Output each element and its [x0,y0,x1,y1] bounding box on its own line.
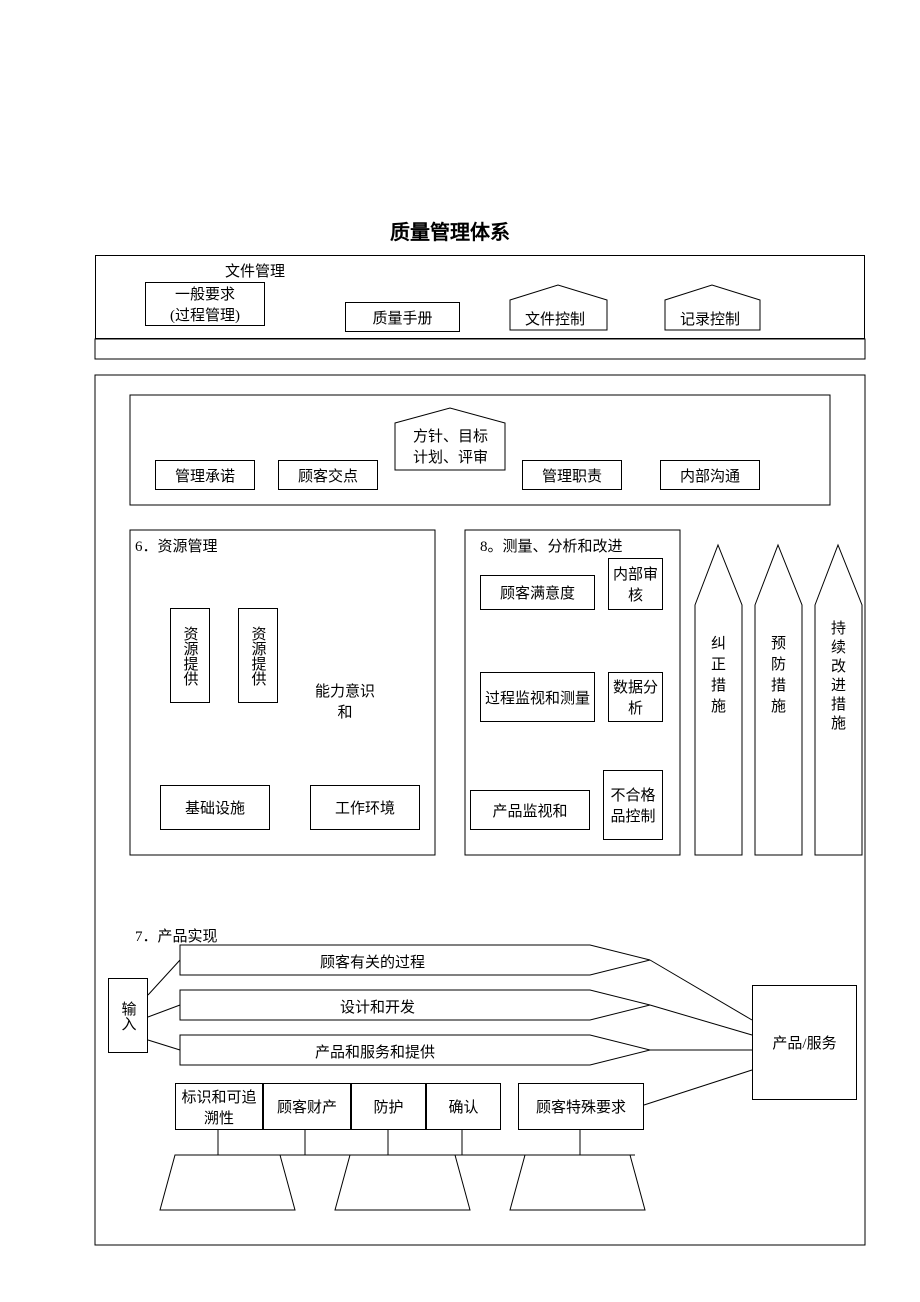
verify-box: 确认 [426,1083,501,1130]
preventive-label: 预防措施 [767,635,788,719]
continuous-label: 持续改进措施 [827,620,848,734]
input-box: 输入 [108,978,148,1053]
doc-control-label: 文件控制 [525,308,585,329]
provision-label: 产品和服务和提供 [315,1041,435,1062]
resource-provide2-box: 资源提供 [238,608,278,703]
protection-box: 防护 [351,1083,426,1130]
policy-label: 方针、目标 计划、评审 [408,425,493,467]
product-monitor-box: 产品监视和 [470,790,590,830]
corrective-label: 纠正措施 [707,635,728,719]
commitment-box: 管理承诺 [155,460,255,490]
design-label: 设计和开发 [340,996,415,1017]
nonconform-box: 不合格品控制 [603,770,663,840]
competence-label: 能力意识和 [310,680,380,722]
record-control-label: 记录控制 [680,308,740,329]
output-box: 产品/服务 [752,985,857,1100]
customer-focus-box: 顾客交点 [278,460,378,490]
internal-audit-box: 内部审核 [608,558,663,610]
measure-header: 8。测量、分析和改进 [480,535,623,556]
internal-comm-box: 内部沟通 [660,460,760,490]
resource-header: 6．资源管理 [135,535,218,556]
identify-box: 标识和可追溯性 [175,1083,263,1130]
customer-process-label: 顾客有关的过程 [320,951,425,972]
process-monitor-box: 过程监视和测量 [480,672,595,722]
infra-box: 基础设施 [160,785,270,830]
data-analysis-box: 数据分析 [608,672,663,722]
special-req-box: 顾客特殊要求 [518,1083,644,1130]
resource-provide1-box: 资源提供 [170,608,210,703]
workenv-box: 工作环境 [310,785,420,830]
cust-property-box: 顾客财产 [263,1083,351,1130]
satisfaction-box: 顾客满意度 [480,575,595,610]
product-header: 7．产品实现 [135,925,218,946]
responsibility-box: 管理职责 [522,460,622,490]
